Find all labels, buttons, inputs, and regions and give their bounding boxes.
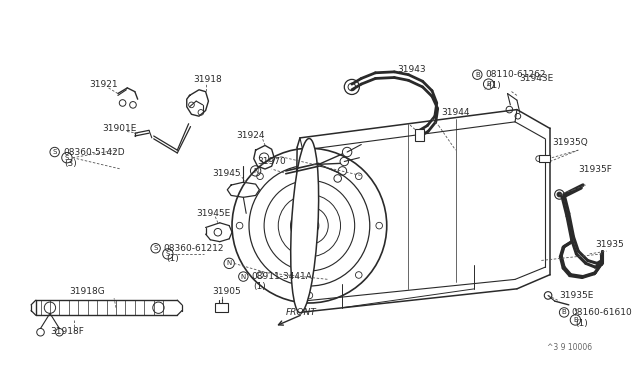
Circle shape [306,222,313,230]
Text: S: S [65,155,69,161]
Text: 31943E: 31943E [520,74,554,83]
Text: 08911-3441A: 08911-3441A [251,272,312,281]
Text: B: B [475,72,480,78]
Text: N: N [253,168,258,174]
Text: 31921: 31921 [90,80,118,89]
Text: FRONT: FRONT [286,308,317,317]
Text: 31935Q: 31935Q [552,138,588,147]
Text: 08360-5142D: 08360-5142D [63,148,125,157]
Text: 31944: 31944 [442,108,470,117]
Text: B: B [573,317,578,323]
Text: 08160-61610: 08160-61610 [572,308,632,317]
Text: B: B [562,310,566,315]
Circle shape [557,192,562,197]
Text: 31943: 31943 [397,64,426,74]
Text: 31918F: 31918F [50,327,84,336]
Text: ^3 9 10006: ^3 9 10006 [547,343,593,352]
Text: 31901E: 31901E [102,124,136,133]
Text: N: N [241,273,246,280]
Text: 31924: 31924 [237,131,265,140]
Ellipse shape [291,138,319,313]
Text: 31918: 31918 [193,75,222,84]
Text: 31935F: 31935F [579,164,612,173]
Text: 08110-61262: 08110-61262 [486,70,547,79]
Text: 31935: 31935 [595,240,624,249]
Bar [215,303,228,312]
Text: S: S [166,251,170,257]
Text: N: N [227,260,232,266]
Text: S: S [52,149,57,155]
Text: S: S [154,245,158,251]
Text: (1): (1) [488,81,501,90]
Text: 31970: 31970 [257,157,286,166]
Text: 31945E: 31945E [196,209,230,218]
Text: 08360-61212: 08360-61212 [163,244,223,253]
Bar [415,129,424,141]
Text: 31905: 31905 [212,287,241,296]
Text: 31918G: 31918G [69,287,104,296]
Text: (1): (1) [253,282,266,291]
Text: 31945: 31945 [212,169,241,178]
Text: 31935E: 31935E [559,291,594,300]
Text: (1): (1) [166,254,179,263]
Text: B: B [486,81,491,87]
Text: (3): (3) [64,159,77,168]
Text: (1): (1) [575,319,588,328]
Bar [539,155,550,163]
